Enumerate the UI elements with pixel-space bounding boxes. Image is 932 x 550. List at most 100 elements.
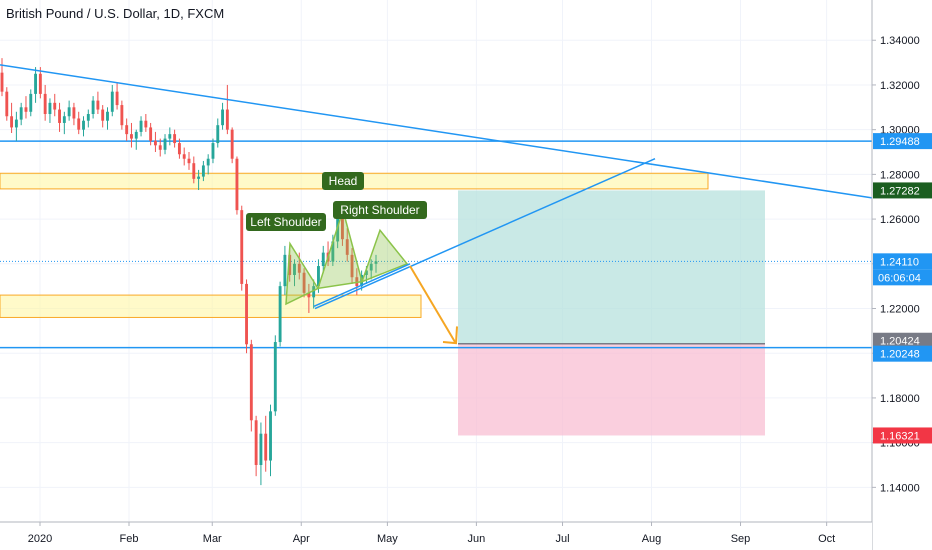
price-tag-label: 1.16321 (880, 430, 920, 442)
pattern-label: Right Shoulder (340, 203, 419, 217)
candle-body (72, 107, 76, 119)
candle-body (278, 286, 282, 343)
candle-body (14, 119, 18, 128)
candle-body (331, 241, 335, 262)
candle-body (345, 239, 349, 255)
y-tick-label: 1.22000 (880, 304, 920, 316)
candle-body (225, 109, 229, 130)
head-shape (316, 207, 363, 290)
price-tag (873, 345, 932, 362)
candle-body (312, 286, 316, 298)
candle-body (307, 292, 311, 298)
candle-body (34, 73, 38, 94)
candle-body (153, 140, 157, 146)
candle-body (62, 116, 66, 123)
candle-body (364, 270, 368, 275)
candle-body (177, 143, 181, 155)
x-tick-label: Apr (293, 533, 310, 545)
y-tick-label: 1.18000 (880, 393, 920, 405)
candle-body (369, 263, 373, 271)
candle-body (321, 252, 325, 267)
countdown-label: 06:06:04 (878, 272, 921, 284)
candle-body (340, 216, 344, 240)
right-shoulder-shape (360, 228, 409, 283)
price-tag-label: 1.29488 (880, 136, 920, 148)
demand-zone (0, 294, 422, 318)
candle-body (163, 138, 167, 150)
left-shoulder-shape (285, 241, 320, 306)
candle-body (240, 210, 244, 284)
pattern-label-bg (246, 213, 326, 231)
price-tag (873, 133, 932, 150)
candle-body (374, 261, 378, 264)
candle-body (168, 134, 172, 139)
price-tag-label: 1.20424 (880, 336, 920, 348)
candle-body (158, 145, 162, 150)
candle-body (317, 266, 320, 287)
candle-body (24, 107, 28, 112)
candle-body (29, 93, 33, 112)
candle-body (206, 158, 210, 166)
candle-body (139, 120, 143, 132)
candle-body (259, 433, 263, 465)
horizontal-lines (0, 140, 872, 349)
x-tick-label: Jul (555, 533, 569, 545)
y-tick-label: 1.26000 (880, 214, 920, 226)
candle-body (144, 120, 148, 128)
candle-body (91, 100, 95, 115)
candle-body (249, 344, 253, 421)
rising-trendline (314, 158, 656, 310)
candle-body (254, 420, 258, 465)
candle-body (96, 100, 100, 110)
candle-body (82, 120, 85, 130)
candle-body (67, 107, 71, 117)
candlestick-series (0, 58, 378, 486)
x-tick-label: Jun (468, 533, 486, 545)
price-tag (873, 182, 932, 199)
candle-body (48, 102, 52, 115)
candle-body (216, 125, 220, 144)
candle-body (86, 114, 90, 121)
candle-body (264, 433, 268, 461)
candle-body (58, 109, 61, 123)
candle-body (269, 411, 272, 461)
candle-body (288, 254, 292, 275)
candle-body (293, 263, 296, 275)
countdown-tag (873, 269, 932, 286)
price-tag (873, 332, 932, 349)
x-tick-label: 2020 (28, 533, 52, 545)
long-position-tool (458, 190, 765, 436)
candle-body (106, 111, 109, 121)
x-tick-label: May (377, 533, 398, 545)
pattern-label-bg (333, 201, 427, 219)
x-tick-label: Feb (120, 533, 139, 545)
y-tick-label: 1.34000 (880, 35, 920, 47)
candle-body (5, 91, 9, 117)
candle-body (77, 118, 81, 130)
x-tick-label: Aug (642, 533, 662, 545)
y-tick-label: 1.32000 (880, 80, 920, 92)
candle-body (53, 102, 57, 110)
neckline (313, 263, 411, 307)
candle-body (115, 91, 119, 106)
x-tick-label: Sep (731, 533, 751, 545)
candle-body (19, 107, 23, 120)
loss-zone (458, 343, 765, 436)
candle-body (201, 165, 205, 177)
candle-body (134, 131, 138, 139)
price-tag-label: 1.27282 (880, 185, 920, 197)
x-tick-label: Oct (818, 533, 835, 545)
candle-body (125, 125, 129, 135)
candle-body (120, 105, 124, 126)
candle-body (283, 254, 287, 287)
price-tag (873, 253, 932, 270)
price-tag (873, 427, 932, 444)
pattern-labels: Left Shoulder Head Right Shoulder (246, 172, 427, 231)
candle-body (38, 73, 42, 94)
candle-body (182, 154, 186, 159)
time-axis-bg (0, 522, 872, 550)
candle-body (149, 127, 153, 141)
candle-body (0, 72, 4, 92)
